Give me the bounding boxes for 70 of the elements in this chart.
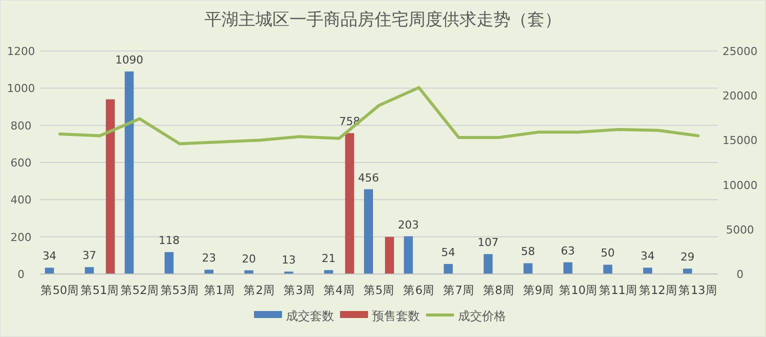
y-tick-label: 1000 (7, 82, 35, 96)
bar (204, 270, 214, 274)
y-tick-label: 0 (18, 268, 24, 281)
y-tick-label: 800 (10, 119, 32, 132)
x-tick-label: 第12周 (638, 283, 678, 297)
bar (484, 254, 493, 274)
data-label: 23 (202, 252, 216, 265)
bar (404, 236, 413, 274)
data-label: 34 (42, 250, 56, 263)
x-tick-label: 第9周 (522, 283, 554, 297)
legend-label: 成交套数 (286, 309, 334, 323)
data-label: 54 (441, 246, 456, 259)
bar (444, 264, 453, 274)
data-label: 58 (521, 245, 536, 258)
bar (164, 252, 174, 274)
y2-tick-label: 15000 (722, 134, 758, 148)
bar (44, 268, 54, 274)
y2-tick-label: 5000 (726, 223, 754, 236)
x-tick-label: 第5周 (363, 283, 395, 297)
x-tick-label: 第51周 (80, 283, 120, 297)
x-tick-label: 第7周 (443, 283, 474, 297)
data-label: 50 (600, 246, 615, 260)
bar (683, 268, 692, 274)
data-label: 13 (282, 254, 296, 267)
data-label: 203 (398, 218, 419, 232)
data-label: 20 (242, 252, 256, 266)
bar (524, 263, 533, 274)
data-label: 118 (158, 234, 180, 248)
y-tick-label: 200 (10, 230, 32, 244)
x-tick-label: 第8周 (482, 283, 514, 297)
bar (324, 270, 334, 274)
legend-label: 成交价格 (458, 309, 506, 323)
x-tick-label: 第53周 (160, 283, 199, 297)
bar (345, 133, 354, 274)
y-tick-label: 1200 (7, 45, 35, 58)
bar (364, 189, 373, 274)
x-tick-label: 第50周 (40, 283, 80, 297)
bar (643, 268, 652, 274)
bar (124, 71, 134, 274)
data-label: 34 (640, 250, 655, 263)
y-tick-label: 600 (10, 156, 32, 170)
data-label: 63 (560, 244, 575, 258)
bar (385, 236, 394, 274)
y2-tick-label: 20000 (722, 90, 758, 103)
x-tick-label: 第4周 (323, 283, 355, 297)
y2-tick-label: 25000 (722, 45, 758, 58)
legend-label: 预售套数 (372, 309, 420, 323)
x-tick-label: 第2周 (244, 283, 276, 297)
y2-tick-label: 10000 (722, 178, 758, 192)
bar (563, 262, 572, 274)
y2-tick-label: 0 (736, 268, 744, 281)
x-tick-label: 第1周 (204, 283, 236, 297)
y-tick-label: 400 (10, 194, 32, 207)
chart-title: 平湖主城区一手商品房住宅周度供求走势（套） (204, 10, 562, 30)
x-tick-label: 第6周 (403, 283, 435, 297)
data-label: 37 (82, 249, 96, 262)
line-series (58, 86, 700, 146)
data-label: 456 (358, 171, 379, 184)
data-label: 1090 (115, 53, 144, 66)
x-tick-label: 第11周 (598, 283, 638, 297)
x-tick-label: 第52周 (120, 283, 160, 297)
bar (106, 99, 115, 274)
bar (84, 267, 94, 274)
x-tick-label: 第13周 (678, 283, 718, 297)
data-label: 29 (680, 250, 695, 264)
data-label: 107 (478, 236, 499, 250)
data-label: 21 (322, 252, 336, 266)
bar (603, 264, 612, 274)
x-tick-label: 第10周 (559, 283, 598, 297)
x-tick-label: 第3周 (284, 283, 315, 297)
